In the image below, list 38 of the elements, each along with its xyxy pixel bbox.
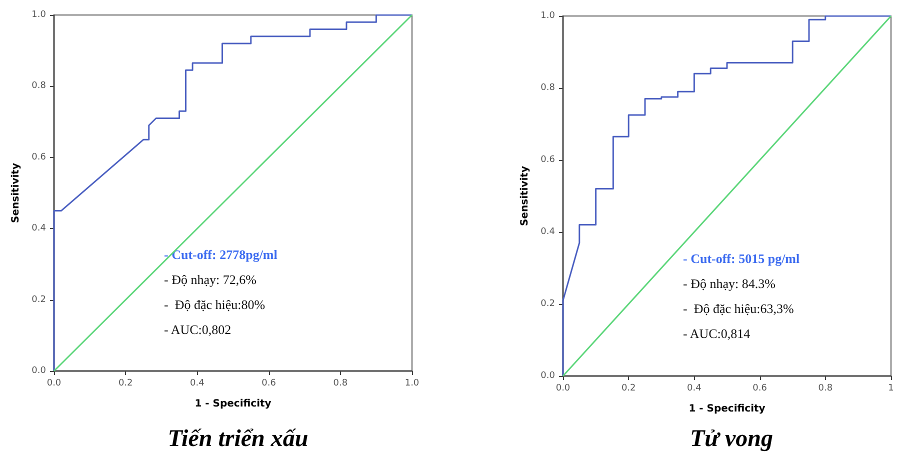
y-tick-label: 0.0 bbox=[32, 366, 46, 376]
y-tick-label: 0.2 bbox=[540, 299, 555, 309]
text: Tiến triển xấu bbox=[168, 426, 308, 452]
x-axis-title: 1 - Specificity bbox=[194, 398, 272, 410]
y-axis-title: Sensitivity bbox=[10, 162, 22, 223]
x-tick-label: 0.0 bbox=[556, 384, 570, 394]
annotation: - Cut-off: 5015 pg/ml bbox=[683, 251, 800, 266]
y-tick-label: 0.4 bbox=[540, 227, 556, 237]
annotation: - AUC:0,802 bbox=[164, 322, 232, 337]
y-tick-label: 1.0 bbox=[32, 10, 46, 20]
y-axis-title: Sensitivity bbox=[519, 166, 530, 226]
y-tick-label: 0.0 bbox=[540, 371, 556, 381]
x-tick-label: 0.2 bbox=[621, 384, 636, 394]
x-tick-label: 0.4 bbox=[687, 384, 702, 394]
annotation: - Độ đặc hiệu:63,3% bbox=[683, 301, 794, 316]
text: Tử vong bbox=[690, 426, 774, 452]
y-tick-label: 0.6 bbox=[32, 152, 46, 162]
y-tick-label: 0.8 bbox=[540, 83, 556, 93]
annotation: - Độ nhạy: 84.3% bbox=[683, 276, 776, 291]
x-tick-label: 0.4 bbox=[190, 378, 205, 388]
x-tick-label: 1.0 bbox=[404, 378, 420, 388]
x-tick-label: 0.6 bbox=[262, 378, 276, 388]
y-tick-label: 0.8 bbox=[32, 81, 46, 92]
x-tick-label: 0.6 bbox=[752, 384, 768, 394]
annotation: - Cut-off: 2778pg/ml bbox=[164, 247, 278, 262]
x-axis-title: 1 - Specificity bbox=[688, 404, 766, 414]
x-tick-label: 0.2 bbox=[118, 378, 133, 388]
y-tick-label: 1.0 bbox=[540, 11, 556, 21]
x-tick-label: 0.8 bbox=[333, 378, 348, 388]
x-tick-label: 0.0 bbox=[46, 378, 62, 388]
y-tick-label: 0.6 bbox=[540, 155, 556, 165]
y-tick-label: 0.2 bbox=[32, 294, 46, 305]
annotation: - Độ nhạy: 72,6% bbox=[164, 272, 257, 287]
x-tick-label: 0.8 bbox=[818, 384, 833, 394]
annotation: - Độ đặc hiệu:80% bbox=[164, 297, 266, 312]
y-tick-label: 0.4 bbox=[32, 224, 46, 234]
x-tick-label: 1 bbox=[888, 384, 894, 394]
annotation: - AUC:0,814 bbox=[683, 326, 751, 341]
